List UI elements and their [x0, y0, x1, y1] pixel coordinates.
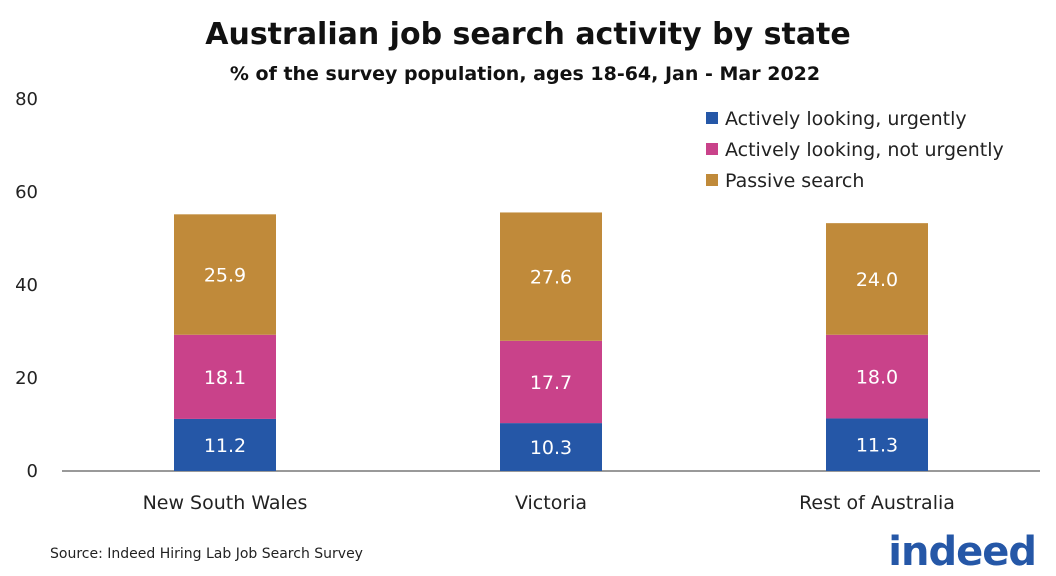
y-tick-label: 60	[15, 182, 38, 203]
legend-label: Actively looking, urgently	[725, 108, 967, 130]
y-tick-label: 20	[15, 368, 38, 389]
x-tick-label: New South Wales	[143, 492, 308, 514]
data-label: 27.6	[530, 267, 572, 289]
legend-label: Actively looking, not urgently	[725, 139, 1004, 161]
y-tick-label: 0	[27, 461, 38, 482]
source-note: Source: Indeed Hiring Lab Job Search Sur…	[50, 546, 363, 562]
y-axis: 0 20 40 60 80	[15, 89, 38, 482]
x-axis: New South Wales Victoria Rest of Australia	[143, 492, 955, 514]
bar-segment	[500, 340, 602, 424]
bar-segment	[174, 418, 276, 471]
chart-subtitle: % of the survey population, ages 18-64, …	[230, 63, 820, 85]
logo-text: indeed	[888, 529, 1036, 575]
data-label: 10.3	[530, 437, 572, 459]
bar-segment	[174, 334, 276, 419]
data-label: 18.1	[204, 367, 246, 389]
data-label: 11.2	[204, 435, 246, 457]
bar-segment	[826, 223, 928, 335]
data-label: 17.7	[530, 372, 572, 394]
legend-swatch	[706, 112, 718, 124]
legend-label: Passive search	[725, 170, 864, 192]
bar-segment	[500, 212, 602, 341]
bar-segment	[826, 418, 928, 471]
bars: 11.2 18.1 25.9 10.3 17.7 27.6 11.3 18.0 24.0	[174, 212, 928, 471]
data-label: 11.3	[856, 435, 898, 457]
y-tick-label: 40	[15, 275, 38, 296]
bar-segment	[500, 423, 602, 471]
legend: Actively looking, urgently Actively looki…	[706, 108, 1004, 192]
data-label: 24.0	[856, 269, 898, 291]
indeed-logo: indeed	[888, 529, 1037, 575]
data-label: 25.9	[204, 265, 246, 287]
legend-swatch	[706, 143, 718, 155]
x-tick-label: Rest of Australia	[799, 492, 955, 514]
y-tick-label: 80	[15, 89, 38, 110]
chart-title: Australian job search activity by state	[205, 17, 851, 52]
bar-segment	[826, 334, 928, 419]
bar-segment	[174, 214, 276, 335]
legend-swatch	[706, 174, 718, 186]
data-label: 18.0	[856, 367, 898, 389]
x-tick-label: Victoria	[515, 492, 587, 514]
